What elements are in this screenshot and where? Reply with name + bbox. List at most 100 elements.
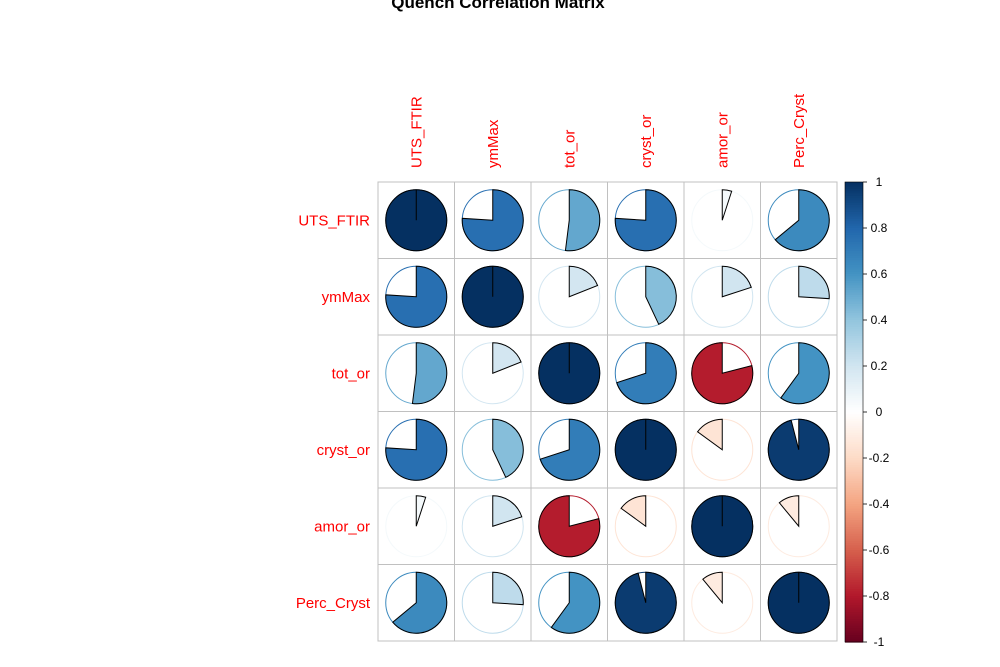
colorbar-segment — [845, 554, 863, 558]
colorbar-segment — [845, 292, 863, 296]
pie-wedge — [696, 418, 723, 451]
colorbar-segment — [845, 294, 863, 298]
pie-wedge — [492, 571, 524, 606]
colorbar-segment — [845, 421, 863, 425]
colorbar-segment — [845, 416, 863, 420]
colorbar-tick-label: -1 — [874, 635, 885, 649]
colorbar-segment — [845, 191, 863, 195]
pie-UTS_FTIR-tot_or — [538, 189, 601, 252]
pie-Perc_Cryst-UTS_FTIR — [385, 571, 448, 634]
colorbar-segment — [845, 510, 863, 514]
colorbar-segment — [845, 405, 863, 408]
colorbar-segment — [845, 425, 863, 429]
colorbar-segment — [845, 444, 863, 448]
chart-title: Quench Correlation Matrix — [391, 0, 605, 12]
row-label-Perc_Cryst: Perc_Cryst — [296, 595, 371, 612]
colorbar-segment — [845, 637, 863, 641]
pie-cryst_or-ymMax — [461, 418, 524, 481]
colorbar-segment — [845, 310, 863, 314]
colorbar-segment — [845, 209, 863, 213]
colorbar-segment — [845, 423, 863, 427]
pie-Perc_Cryst-amor_or — [691, 571, 754, 634]
colorbar-segment — [845, 437, 863, 441]
row-label-amor_or: amor_or — [314, 518, 370, 535]
colorbar-segment — [845, 338, 863, 342]
pie-UTS_FTIR-Perc_Cryst — [767, 189, 830, 252]
colorbar-segment — [845, 377, 863, 381]
colorbar-segment — [845, 241, 863, 245]
pie-amor_or-UTS_FTIR — [385, 495, 448, 558]
pie-cryst_or-amor_or — [691, 418, 754, 481]
colorbar-segment — [845, 536, 863, 540]
pie-cells — [385, 189, 830, 634]
column-label-ymMax: ymMax — [485, 119, 502, 168]
colorbar-segment — [845, 336, 863, 339]
colorbar-segment — [845, 274, 863, 277]
colorbar-segment — [845, 255, 863, 259]
pie-tot_or-cryst_or — [614, 342, 677, 405]
pie-amor_or-ymMax — [461, 495, 524, 558]
colorbar-segment — [845, 218, 863, 222]
colorbar-segment — [845, 418, 863, 422]
colorbar-segment — [845, 205, 863, 208]
colorbar-segment — [845, 602, 863, 606]
colorbar-segment — [845, 352, 863, 356]
colorbar-segment — [845, 451, 863, 454]
colorbar-segment — [845, 467, 863, 471]
colorbar-segment — [845, 568, 863, 572]
colorbar-segment — [845, 485, 863, 489]
colorbar-segment — [845, 370, 863, 374]
pie-ymMax-cryst_or — [614, 265, 677, 328]
pie-wedge — [538, 495, 601, 558]
colorbar-segment — [845, 582, 863, 586]
colorbar-segment — [845, 200, 863, 204]
colorbar-segment — [845, 428, 863, 431]
pie-tot_or-Perc_Cryst — [767, 342, 830, 405]
pie-amor_or-cryst_or — [614, 495, 677, 558]
pie-ymMax-UTS_FTIR — [385, 265, 448, 328]
colorbar-segment — [845, 501, 863, 505]
colorbar-segment — [845, 559, 863, 563]
pie-Perc_Cryst-ymMax — [461, 571, 524, 634]
colorbar-segment — [845, 540, 863, 544]
pie-tot_or-ymMax — [461, 342, 524, 405]
colorbar-segment — [845, 375, 863, 379]
colorbar-segment — [845, 483, 863, 487]
colorbar-segment — [845, 359, 863, 362]
colorbar-segment — [845, 616, 863, 620]
colorbar-segment — [845, 306, 863, 310]
colorbar-segment — [845, 545, 863, 549]
colorbar-segment — [845, 234, 863, 238]
pie-wedge — [539, 418, 601, 481]
colorbar-segment — [845, 317, 863, 321]
colorbar-segment — [845, 372, 863, 376]
pie-wedge — [392, 571, 448, 634]
pie-wedge — [614, 189, 677, 252]
pie-cryst_or-UTS_FTIR — [385, 418, 448, 481]
row-label-UTS_FTIR: UTS_FTIR — [298, 212, 370, 229]
colorbar-segment — [845, 207, 863, 211]
colorbar-segment — [845, 432, 863, 436]
colorbar-segment — [845, 527, 863, 530]
colorbar-segment — [845, 575, 863, 579]
row-label-ymMax: ymMax — [322, 289, 371, 306]
pie-wedge — [492, 495, 523, 527]
colorbar-segment — [845, 280, 863, 284]
colorbar-tick-label: 0.8 — [871, 221, 888, 235]
colorbar-segment — [845, 239, 863, 243]
colorbar-segment — [845, 446, 863, 450]
pie-tot_or-amor_or — [691, 342, 754, 405]
colorbar-tick-label: -0.6 — [869, 543, 890, 557]
colorbar-segment — [845, 308, 863, 312]
colorbar-tick-label: -0.8 — [869, 589, 890, 603]
colorbar-segment — [845, 621, 863, 625]
colorbar-segment — [845, 453, 863, 457]
colorbar-segment — [845, 538, 863, 542]
colorbar-segment — [845, 561, 863, 565]
pie-ymMax-amor_or — [691, 265, 754, 328]
pie-UTS_FTIR-amor_or — [691, 189, 754, 252]
colorbar-segment — [845, 570, 863, 574]
colorbar-segment — [845, 529, 863, 533]
colorbar-segment — [845, 481, 863, 484]
column-label-amor_or: amor_or — [714, 112, 731, 168]
